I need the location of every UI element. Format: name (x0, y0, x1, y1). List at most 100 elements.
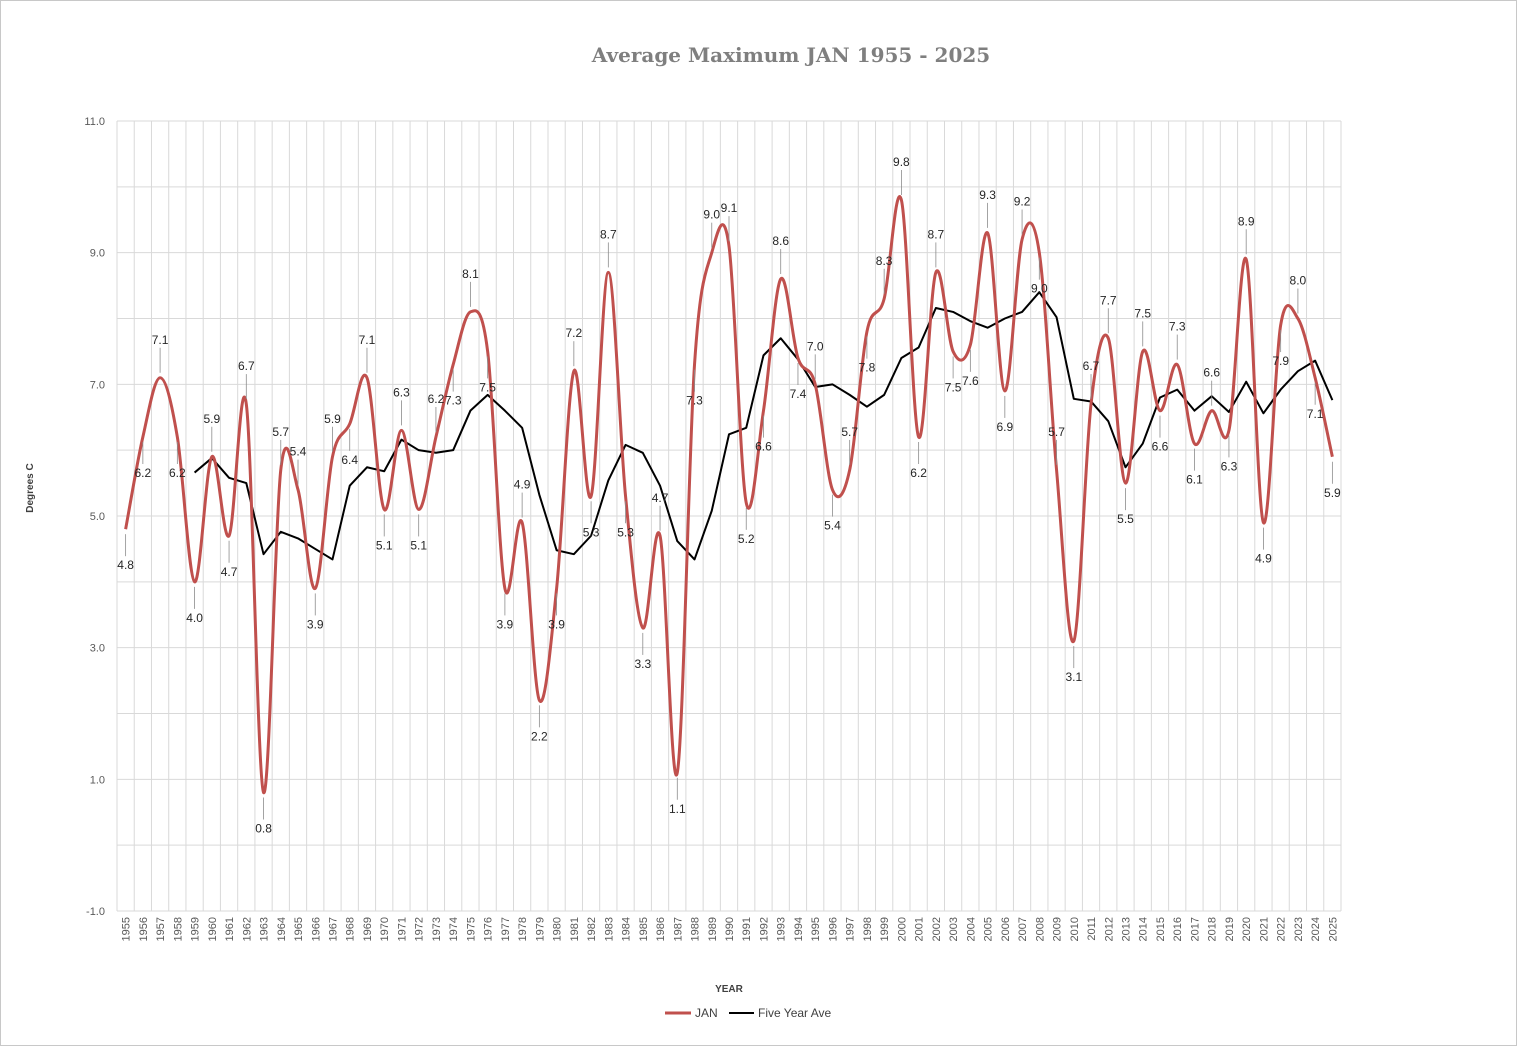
x-tick-label: 1975 (465, 917, 477, 941)
data-label-jan: 3.9 (307, 617, 324, 631)
data-label-jan: 8.7 (600, 227, 617, 241)
x-tick-label: 1968 (345, 917, 357, 941)
x-tick-label: 1958 (172, 917, 184, 941)
data-label-jan: 3.3 (634, 657, 651, 671)
x-tick-label: 1957 (155, 917, 167, 941)
x-tick-label: 1977 (500, 917, 512, 941)
x-tick-label: 1978 (517, 917, 529, 941)
data-label-jan: 5.7 (841, 425, 858, 439)
x-tick-label: 2018 (1207, 917, 1219, 941)
x-tick-label: 1982 (586, 917, 598, 941)
data-label-jan: 5.7 (1048, 425, 1065, 439)
x-tick-label: 1969 (362, 917, 374, 941)
data-label-jan: 4.0 (186, 611, 203, 625)
data-label-jan: 6.6 (1203, 366, 1220, 380)
x-tick-label: 1966 (310, 917, 322, 941)
data-label-jan: 5.9 (324, 412, 341, 426)
data-label-jan: 7.5 (479, 380, 496, 394)
legend-label-five-year-ave: Five Year Ave (758, 1006, 831, 1020)
data-label-jan: 7.3 (445, 394, 462, 408)
data-label-jan: 3.9 (497, 617, 514, 631)
x-tick-label: 1967 (327, 917, 339, 941)
y-tick-label: 9.0 (90, 248, 105, 260)
data-label-jan: 7.9 (1272, 354, 1289, 368)
x-tick-label: 1959 (190, 917, 202, 941)
data-label-jan: 5.4 (824, 519, 841, 533)
data-label-jan: 5.4 (290, 445, 307, 459)
x-tick-label: 1961 (224, 917, 236, 941)
data-label-jan: 1.1 (669, 802, 686, 816)
x-tick-label: 2020 (1241, 917, 1253, 941)
x-tick-label: 2019 (1224, 917, 1236, 941)
x-tick-label: 2010 (1069, 917, 1081, 941)
x-tick-label: 2025 (1327, 917, 1339, 941)
data-label-jan: 8.3 (876, 254, 893, 268)
legend-label-jan: JAN (695, 1006, 718, 1020)
x-tick-label: 1979 (534, 917, 546, 941)
data-label-jan: 2.2 (531, 729, 548, 743)
x-tick-label: 1963 (259, 917, 271, 941)
data-label-jan: 5.2 (738, 532, 755, 546)
x-tick-label: 2007 (1017, 917, 1029, 941)
data-label-jan: 8.6 (772, 234, 789, 248)
x-tick-label: 2012 (1103, 917, 1115, 941)
data-label-jan: 6.2 (428, 392, 445, 406)
data-label-jan: 6.6 (755, 440, 772, 454)
data-label-jan: 6.7 (1083, 359, 1100, 373)
x-tick-label: 1996 (827, 917, 839, 941)
data-label-jan: 7.8 (859, 361, 876, 375)
x-tick-label: 2002 (931, 917, 943, 941)
data-label-jan: 7.7 (1100, 293, 1117, 307)
plot-area: -1.0 1.0 3.0 5.0 7.0 9.0 11.0 1955 1956 1957 1958 1… (84, 116, 1342, 941)
data-label-jan: 8.0 (1290, 274, 1307, 288)
data-label-jan: 6.3 (393, 385, 410, 399)
data-label-jan: 6.3 (1221, 459, 1238, 473)
data-label-jan: 5.3 (583, 525, 600, 539)
y-axis-title: Degrees C (25, 463, 36, 512)
x-tick-label: 2006 (1000, 917, 1012, 941)
x-tick-label: 1991 (741, 917, 753, 941)
x-tick-label: 2021 (1258, 917, 1270, 941)
x-tick-label: 2009 (1052, 917, 1064, 941)
y-tick-label: 11.0 (84, 116, 105, 128)
data-label-jan: 7.3 (686, 394, 703, 408)
data-label-jan: 5.7 (272, 425, 289, 439)
x-tick-label: 1998 (862, 917, 874, 941)
legend: JAN Five Year Ave (665, 1006, 831, 1020)
x-tick-label: 2014 (1138, 917, 1150, 941)
x-tick-label: 1972 (414, 917, 426, 941)
data-label-jan: 7.4 (790, 387, 807, 401)
x-tick-label: 1973 (431, 917, 443, 941)
x-tick-label: 1987 (672, 917, 684, 941)
data-label-jan: 4.8 (117, 558, 134, 572)
data-label-jan: 3.1 (1065, 670, 1082, 684)
data-label-jan: 7.1 (359, 333, 376, 347)
x-tick-label: 1997 (845, 917, 857, 941)
data-label-jan: 5.3 (617, 525, 634, 539)
x-tick-label: 2015 (1155, 917, 1167, 941)
data-label-jan: 5.9 (203, 412, 220, 426)
x-tick-label: 1984 (621, 917, 633, 941)
x-tick-label: 2003 (948, 917, 960, 941)
x-tick-label: 1989 (707, 917, 719, 941)
x-tick-label: 2000 (896, 917, 908, 941)
y-tick-label: 7.0 (90, 379, 105, 391)
x-tick-label: 2001 (914, 917, 926, 941)
y-tick-label: -1.0 (86, 906, 105, 918)
data-label-jan: 5.1 (410, 538, 427, 552)
x-tick-label: 1956 (138, 917, 150, 941)
data-label-jan: 8.9 (1238, 214, 1255, 228)
data-label-jan: 8.7 (928, 227, 945, 241)
x-tick-label: 1988 (690, 917, 702, 941)
data-label-jan: 7.1 (152, 333, 169, 347)
data-label-jan: 7.1 (1307, 407, 1324, 421)
data-label-jan: 4.9 (1255, 552, 1272, 566)
x-tick-label: 1986 (655, 917, 667, 941)
x-tick-label: 2023 (1293, 917, 1305, 941)
data-label-jan: 8.1 (462, 267, 479, 281)
data-label-jan: 4.7 (652, 491, 669, 505)
x-tick-label: 2016 (1172, 917, 1184, 941)
data-label-jan: 5.5 (1117, 512, 1134, 526)
